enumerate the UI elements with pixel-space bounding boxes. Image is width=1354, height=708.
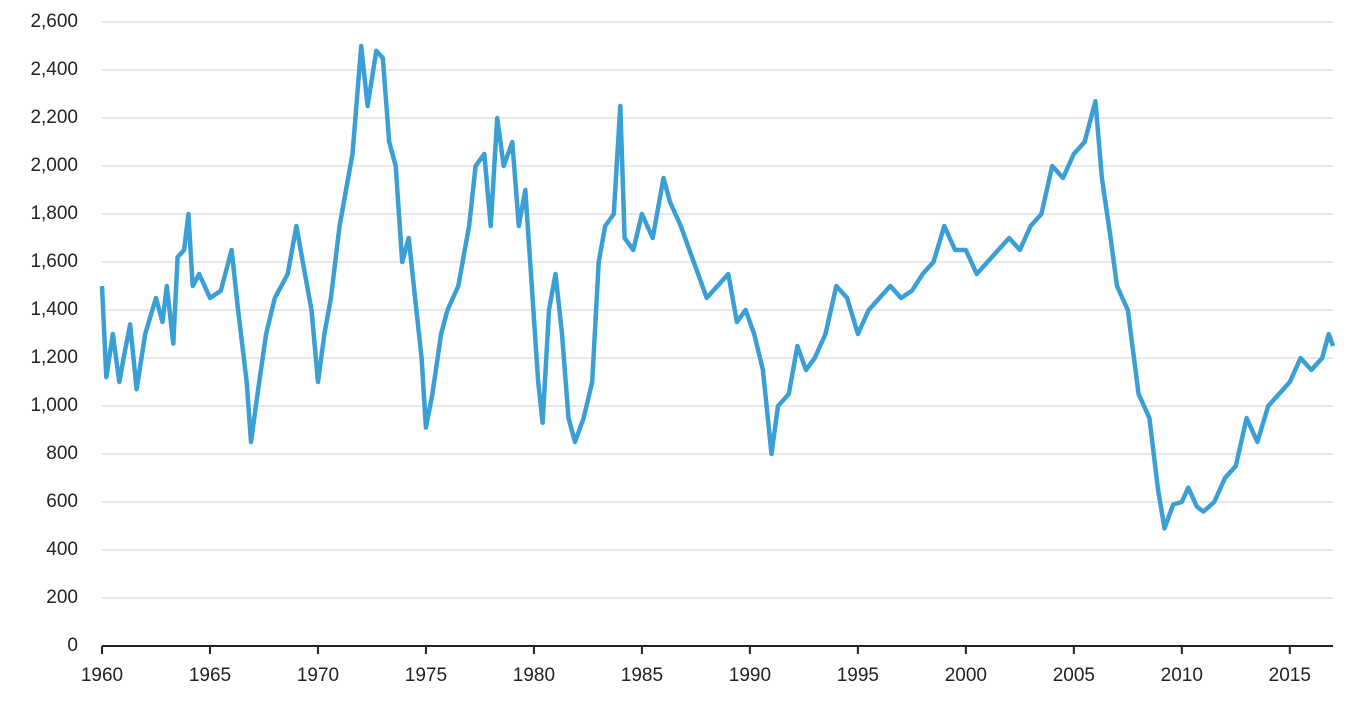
x-tick-label: 1970 xyxy=(297,665,339,686)
y-tick-label: 2,200 xyxy=(30,107,78,128)
y-tick-label: 200 xyxy=(46,587,78,608)
y-tick-label: 2,400 xyxy=(30,59,78,80)
x-tick-label: 2015 xyxy=(1269,665,1311,686)
y-tick-label: 0 xyxy=(67,635,78,656)
y-tick-label: 800 xyxy=(46,443,78,464)
x-tick-label: 1995 xyxy=(837,665,879,686)
y-tick-label: 400 xyxy=(46,539,78,560)
x-tick-label: 2010 xyxy=(1161,665,1203,686)
x-tick-label: 2000 xyxy=(945,665,987,686)
x-tick-label: 1980 xyxy=(513,665,555,686)
x-tick-label: 1960 xyxy=(81,665,123,686)
y-tick-label: 1,600 xyxy=(30,251,78,272)
x-tick-label: 1990 xyxy=(729,665,771,686)
y-tick-label: 2,000 xyxy=(30,155,78,176)
y-tick-label: 1,400 xyxy=(30,299,78,320)
x-tick-label: 1965 xyxy=(189,665,231,686)
y-tick-label: 1,000 xyxy=(30,395,78,416)
y-tick-label: 600 xyxy=(46,491,78,512)
y-tick-label: 1,800 xyxy=(30,203,78,224)
y-tick-label: 1,200 xyxy=(30,347,78,368)
x-tick-label: 1985 xyxy=(621,665,663,686)
x-tick-label: 1975 xyxy=(405,665,447,686)
line xyxy=(99,43,1336,531)
x-tick-label: 2005 xyxy=(1053,665,1095,686)
y-tick-label: 2,600 xyxy=(30,11,78,32)
